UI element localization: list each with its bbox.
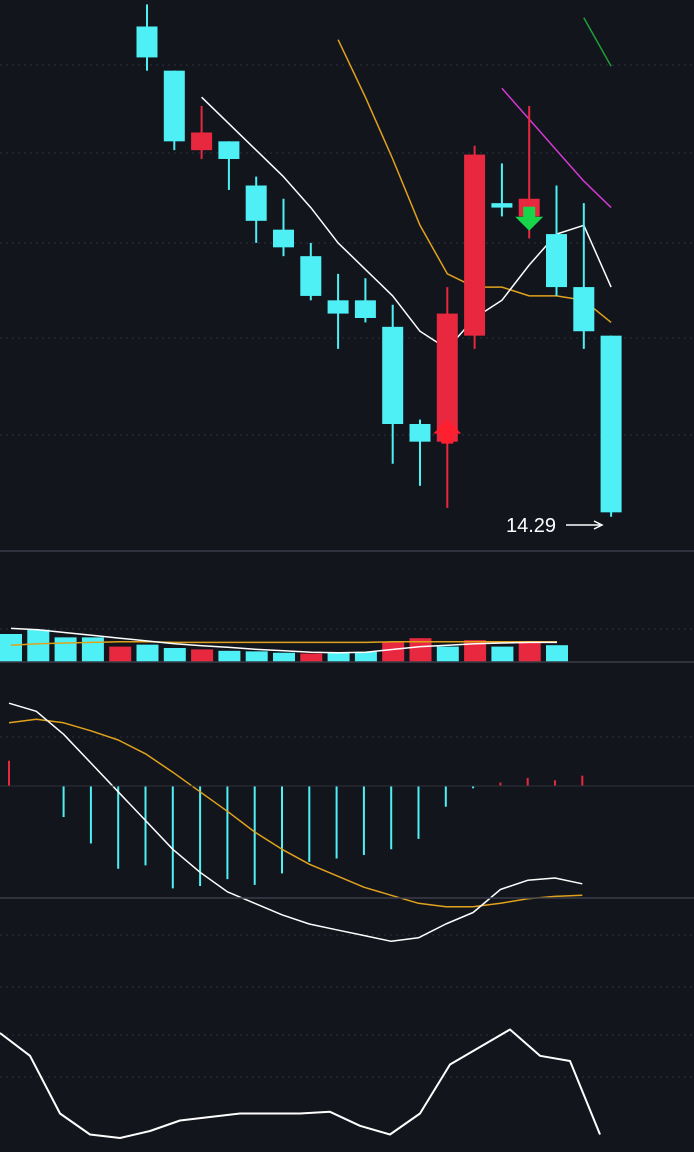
volume-bar <box>464 640 487 662</box>
volume-bar <box>327 652 350 662</box>
volume-bar <box>245 651 268 662</box>
volume-bar <box>409 638 432 662</box>
grid-lines <box>0 64 694 1078</box>
volume-pane <box>0 627 568 662</box>
trade-markers <box>433 206 544 444</box>
candle-up <box>191 132 213 151</box>
last-price-value: 14.29 <box>506 515 556 537</box>
volume-bar <box>109 646 132 662</box>
last-price-label: 14.29 <box>506 515 604 537</box>
volume-bar <box>273 652 295 662</box>
candle-down <box>491 203 513 208</box>
volume-bar <box>0 634 22 662</box>
candle-down <box>136 26 158 58</box>
candles <box>136 4 622 517</box>
volume-bar <box>54 637 77 662</box>
ma-magenta-line <box>501 87 612 209</box>
volume-bar <box>81 637 104 662</box>
volume-bar <box>27 629 50 662</box>
candle-up <box>436 313 458 442</box>
candle-up <box>464 154 486 336</box>
volume-bar <box>218 650 241 662</box>
volume-bar <box>300 653 323 662</box>
oscillator-line <box>0 1028 601 1139</box>
macd-dif-line <box>8 702 583 943</box>
pane-borders <box>0 550 694 899</box>
candle-down <box>546 234 567 288</box>
candle-down <box>354 300 376 318</box>
candle-down <box>600 335 622 513</box>
volume-bar <box>163 648 186 662</box>
volume-ma-white-line <box>10 627 557 654</box>
candle-down <box>382 326 404 424</box>
candle-down <box>327 300 349 314</box>
candle-down <box>300 256 322 296</box>
candle-down <box>163 70 185 142</box>
volume-bar <box>518 642 541 662</box>
volume-ma-yellow-line <box>10 641 557 646</box>
oscillator-pane <box>0 1028 601 1139</box>
price-arrow-head <box>593 520 604 530</box>
ma-green-line <box>583 17 612 67</box>
macd-pane <box>8 702 584 943</box>
volume-bar <box>382 642 405 662</box>
volume-bar <box>436 646 459 662</box>
candle-down <box>409 424 431 442</box>
sell-arrow-icon <box>515 206 544 231</box>
ma-white-line <box>201 96 612 350</box>
buy-arrow-icon <box>433 419 462 444</box>
volume-bar <box>491 646 514 662</box>
volume-bar <box>136 644 159 662</box>
macd-dea-line <box>8 718 583 908</box>
candle-moving-averages <box>201 17 612 350</box>
candle-down <box>273 229 294 248</box>
volume-bar <box>191 649 214 662</box>
candle-down <box>218 141 240 159</box>
volume-bar <box>354 651 377 662</box>
candle-down <box>573 287 595 332</box>
volume-bar <box>546 645 568 662</box>
candle-down <box>245 185 267 221</box>
